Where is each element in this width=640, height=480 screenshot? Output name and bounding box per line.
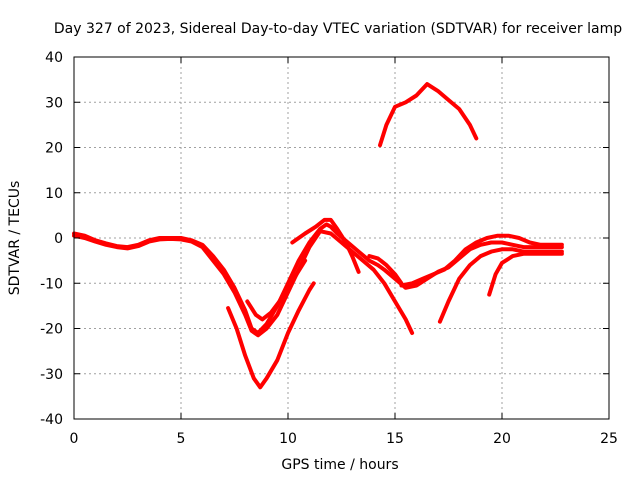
y-tick-label: 10: [45, 186, 63, 202]
y-tick-label: -20: [40, 322, 63, 338]
y-axis-label: SDTVAR / TECUs: [7, 181, 23, 296]
x-tick-label: 25: [600, 431, 618, 447]
x-tick-label: 20: [493, 431, 511, 447]
x-axis-label: GPS time / hours: [281, 457, 398, 473]
y-tick-label: 0: [54, 231, 63, 247]
tick-marks: [73, 56, 610, 420]
series-line-track-i: [245, 258, 308, 322]
y-tick-label: 30: [45, 95, 63, 111]
y-tick-label: -10: [40, 276, 63, 292]
series-line-track-c: [226, 281, 316, 390]
x-tick-label: 10: [279, 431, 297, 447]
y-tick-label: -40: [40, 412, 63, 428]
y-tick-labels: -40 -30 -20 -10 0 10 20 30 40: [40, 50, 63, 428]
x-tick-label: 5: [177, 431, 186, 447]
series-group: [72, 82, 564, 390]
y-tick-label: -30: [40, 367, 63, 383]
grid-lines: [74, 57, 609, 419]
y-tick-label: 20: [45, 141, 63, 157]
chart-title: Day 327 of 2023, Sidereal Day-to-day VTE…: [54, 21, 622, 37]
series-line-track-g: [399, 233, 564, 288]
x-tick-label: 15: [386, 431, 404, 447]
series-line-track-e: [437, 247, 564, 324]
x-tick-label: 0: [70, 431, 79, 447]
series-line-track-d: [378, 82, 479, 148]
y-tick-label: 40: [45, 50, 63, 66]
series-line-track-f: [487, 251, 564, 297]
series-line-track-j: [367, 254, 404, 286]
series-line-track-h: [290, 217, 361, 274]
series-line-track-b: [72, 229, 415, 338]
x-tick-labels: 0 5 10 15 20 25: [70, 431, 618, 447]
